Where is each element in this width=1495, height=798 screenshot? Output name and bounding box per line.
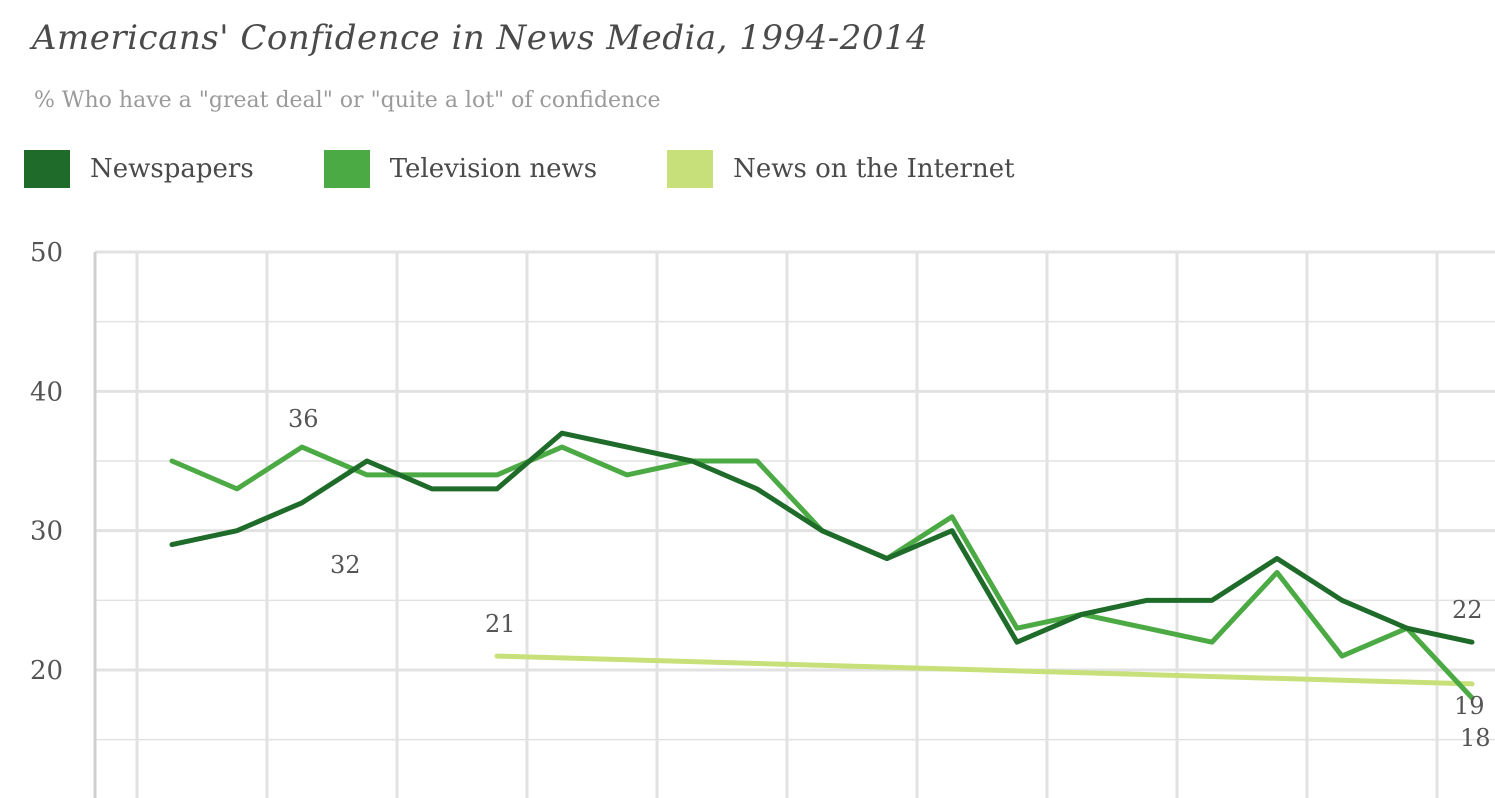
- y-tick-label: 20: [30, 656, 63, 686]
- legend-item-news-on-the-internet: News on the Internet: [667, 150, 1015, 188]
- data-labels: 36 32 21 22 19 18: [288, 405, 1491, 752]
- legend-item-television-news: Television news: [323, 150, 598, 188]
- y-tick-label: 50: [30, 238, 63, 268]
- series-line-newspapers: [169, 430, 1475, 645]
- data-label: 19: [1454, 692, 1485, 720]
- chart-subtitle: % Who have a "great deal" or "quite a lo…: [34, 88, 661, 113]
- y-tick-label: 40: [30, 377, 63, 407]
- legend-label-newspapers: Newspapers: [90, 154, 254, 184]
- legend-item-newspapers: Newspapers: [24, 150, 254, 188]
- y-axis: 20 30 40 50: [30, 238, 63, 686]
- legend-swatch-television-news: [323, 150, 370, 188]
- legend: Newspapers Television news News on the I…: [24, 150, 1085, 188]
- legend-label-news-on-the-internet: News on the Internet: [733, 154, 1015, 184]
- series-line-television-news: [169, 444, 1475, 701]
- data-label: 21: [485, 610, 516, 638]
- legend-label-television-news: Television news: [389, 154, 598, 184]
- legend-swatch-newspapers: [24, 150, 70, 188]
- series-lines: [169, 430, 1475, 701]
- data-label: 18: [1460, 724, 1491, 752]
- chart-title: Americans' Confidence in News Media, 199…: [32, 18, 929, 58]
- y-tick-label: 30: [30, 517, 63, 547]
- legend-swatch-news-on-the-internet: [667, 150, 714, 188]
- data-label: 36: [288, 405, 319, 433]
- data-label: 32: [330, 551, 361, 579]
- grid: [93, 250, 1495, 798]
- series-line-news-on-the-internet: [494, 653, 1475, 687]
- data-label: 22: [1452, 596, 1483, 624]
